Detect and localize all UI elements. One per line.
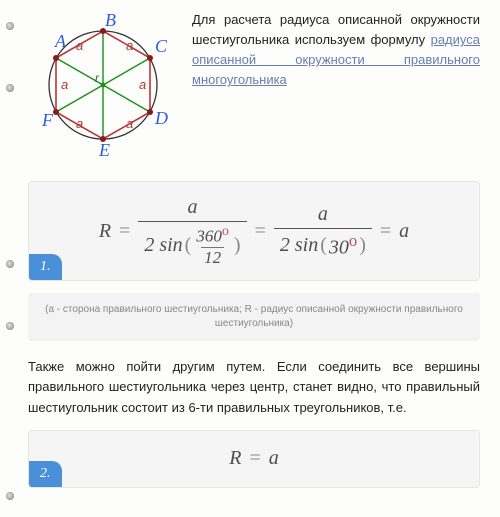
intro-row: A B C D E F a a a a a a r Для расчета ра…	[28, 10, 480, 163]
var-R-2: R	[229, 447, 241, 470]
fraction-2-num: a	[312, 203, 334, 228]
fraction-1: a 2 sin ( 360o 12 )	[138, 196, 246, 266]
fraction-1-num: a	[181, 196, 203, 221]
svg-text:a: a	[76, 116, 83, 131]
svg-text:a: a	[76, 38, 83, 53]
variables-note: (a - сторона правильного шестиугольника;…	[28, 293, 480, 341]
two-sin-1: 2 sin	[144, 234, 182, 257]
svg-text:a: a	[61, 77, 68, 92]
result-a: a	[399, 220, 409, 243]
formula-box-2: 2. R = a	[28, 430, 480, 488]
svg-text:D: D	[154, 108, 168, 128]
svg-text:a: a	[139, 77, 146, 92]
formula-box-1: 1. R = a 2 sin ( 360o 12 ) = a	[28, 181, 480, 281]
svg-text:E: E	[98, 140, 110, 160]
equals-sign: =	[117, 220, 132, 243]
spiral-binding	[6, 0, 20, 510]
equals-sign: =	[378, 220, 393, 243]
formula-1: R = a 2 sin ( 360o 12 ) = a 2 s	[99, 196, 409, 266]
inner-fraction: 360o 12	[193, 224, 232, 266]
formula-2: R = a	[229, 447, 279, 470]
equals-sign: =	[253, 220, 268, 243]
svg-text:C: C	[155, 36, 168, 56]
intro-text: Для расчета радиуса описанной окружности…	[192, 10, 480, 91]
svg-text:a: a	[126, 38, 133, 53]
var-a-2: a	[269, 447, 279, 470]
two-sin-2: 2 sin	[280, 234, 318, 257]
equals-sign: =	[247, 447, 262, 470]
svg-text:a: a	[126, 116, 133, 131]
svg-text:F: F	[41, 110, 54, 130]
svg-text:B: B	[105, 10, 116, 30]
hexagon-figure: A B C D E F a a a a a a r	[28, 10, 178, 163]
var-R: R	[99, 220, 111, 243]
formula-badge-2: 2.	[29, 461, 62, 487]
paragraph-2: Также можно пойти другим путем. Если сое…	[28, 357, 480, 417]
formula-badge-1: 1.	[29, 254, 62, 280]
fraction-2: a 2 sin ( 30o )	[274, 203, 372, 260]
svg-text:A: A	[54, 31, 67, 51]
